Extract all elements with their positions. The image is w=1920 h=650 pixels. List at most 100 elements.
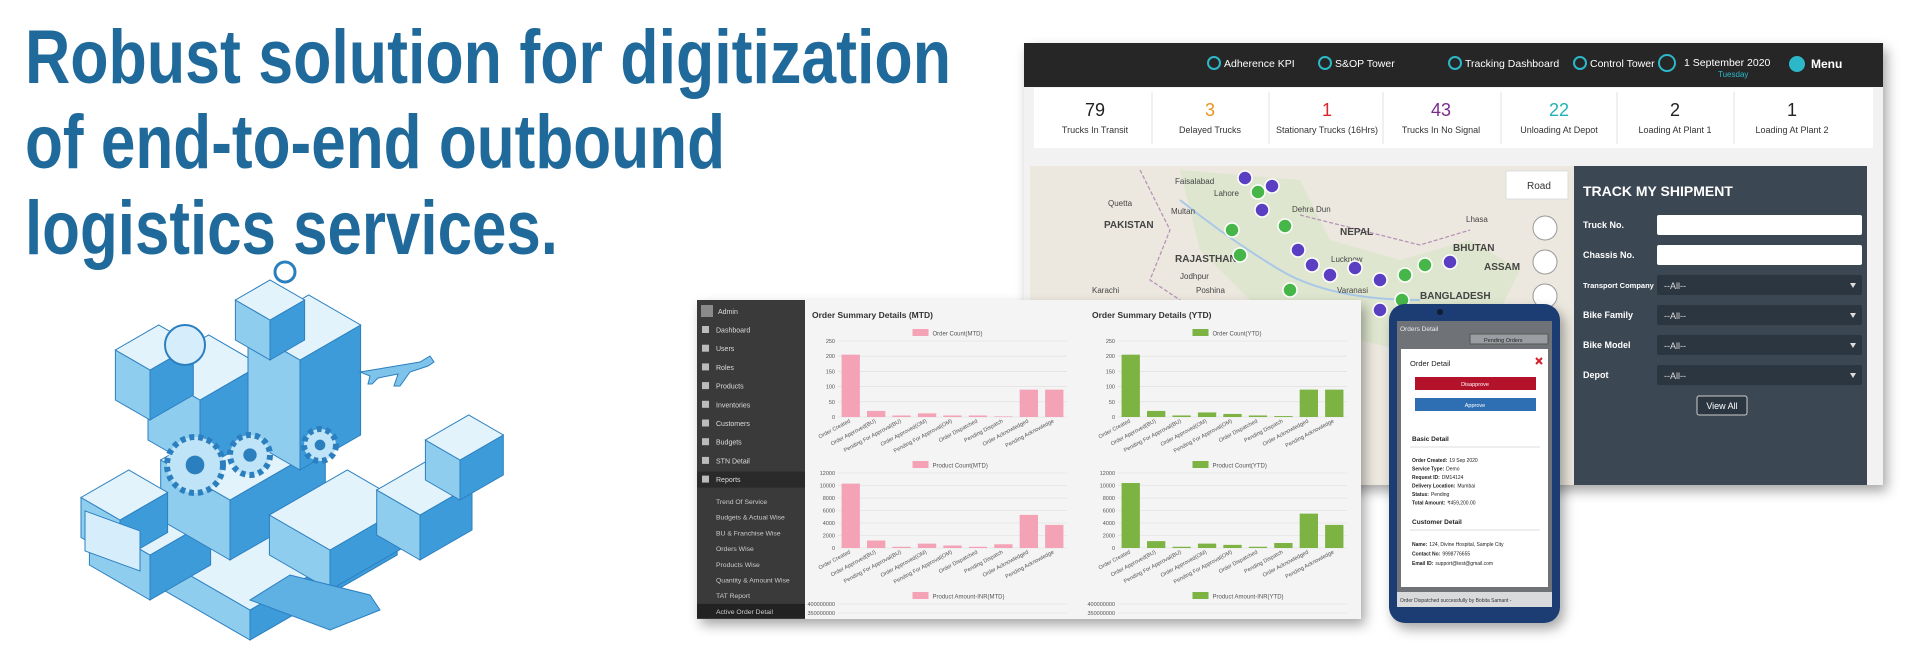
bar — [1274, 416, 1293, 417]
map-marker[interactable] — [1224, 222, 1240, 238]
bar — [1197, 543, 1217, 548]
track-input[interactable] — [1657, 245, 1862, 265]
bar — [1121, 483, 1140, 548]
menu-item[interactable]: Customers — [716, 421, 750, 428]
menu-item[interactable]: Inventories — [716, 402, 751, 409]
kpi-label: Delayed Trucks — [1179, 125, 1242, 135]
legend-swatch — [912, 461, 929, 468]
phone-filter[interactable] — [1469, 333, 1549, 345]
y-tick-label: 8000 — [1103, 496, 1115, 502]
road-button[interactable] — [1505, 170, 1569, 200]
menu-item[interactable]: Users — [716, 346, 735, 353]
map-marker[interactable] — [1250, 184, 1266, 200]
map-marker[interactable] — [1322, 267, 1338, 283]
map-marker[interactable] — [1282, 282, 1298, 298]
y-tick-label: 200 — [1106, 354, 1115, 360]
track-select[interactable] — [1657, 275, 1862, 295]
view-all-button[interactable] — [1696, 395, 1748, 416]
detail-value: Pending — [1431, 492, 1450, 498]
nav-menu[interactable]: Menu — [1811, 57, 1842, 71]
ship — [248, 574, 381, 631]
gear-hub — [314, 439, 326, 451]
submenu-item[interactable]: Orders Wise — [716, 546, 754, 553]
submenu-item[interactable]: Products Wise — [716, 562, 760, 569]
select-caret — [1850, 343, 1856, 348]
map-marker[interactable] — [1372, 272, 1388, 288]
submenu-item[interactable]: TAT Report — [716, 593, 750, 600]
airplane — [358, 355, 435, 387]
phone-mockup: Orders Detail Pending Orders Order Detail D… — [1389, 304, 1560, 623]
bar — [968, 415, 988, 417]
submenu-item[interactable]: Trend Of Service — [716, 499, 767, 506]
menu-item[interactable]: STN Detail — [716, 458, 750, 465]
approve-button[interactable] — [1415, 398, 1536, 411]
map-marker[interactable] — [1254, 202, 1270, 218]
bar — [1325, 389, 1344, 417]
map-label: Lucknow — [1331, 255, 1363, 264]
map-marker[interactable] — [1237, 170, 1253, 186]
track-select[interactable] — [1657, 335, 1862, 355]
detail-value: Mumbai — [1457, 484, 1475, 490]
bar — [1223, 544, 1242, 548]
legend-swatch — [912, 592, 929, 599]
menu-item[interactable]: Dashboard — [716, 328, 750, 335]
y-tick-label: 250 — [826, 339, 835, 345]
detail-row: Request ID: DM14124 — [1412, 475, 1464, 481]
phone-footer-text: Order Dispatched successfully by Bobita … — [1400, 598, 1512, 604]
bar — [1019, 389, 1038, 417]
bar — [1019, 514, 1038, 548]
menu-item[interactable]: Budgets — [716, 440, 742, 447]
track-select[interactable] — [1657, 365, 1862, 385]
map-control[interactable] — [1532, 249, 1558, 275]
y-tick-label: 50 — [1109, 400, 1115, 406]
pin — [273, 260, 297, 284]
admin-screenshot: Admin Dashboard Users Roles Products Inventor… — [697, 300, 1361, 619]
track-field-label: Chassis No. — [1583, 250, 1635, 260]
map-label: Jodhpur — [1180, 272, 1209, 281]
map-marker[interactable] — [1304, 257, 1320, 273]
detail-value: Demo — [1446, 467, 1460, 473]
iso-face-top — [234, 279, 306, 321]
menu-item[interactable]: Products — [716, 384, 744, 391]
nav-item[interactable]: S&OP Tower — [1335, 58, 1395, 70]
nav-item[interactable]: Control Tower — [1590, 58, 1655, 70]
map-marker[interactable] — [1347, 260, 1363, 276]
nav-item[interactable]: Tracking Dashboard — [1465, 58, 1559, 70]
detail-row: Total Amount: ₹459,200.00 — [1412, 501, 1476, 507]
iso-face-top — [424, 414, 505, 461]
kpi-value: 1 — [1322, 100, 1332, 120]
map-marker[interactable] — [1264, 178, 1280, 194]
nav-item[interactable]: Adherence KPI — [1224, 58, 1295, 70]
map-control[interactable] — [1532, 215, 1558, 241]
submenu-item[interactable]: Budgets & Actual Wise — [716, 515, 785, 522]
submenu-item[interactable]: Quantity & Amount Wise — [716, 578, 790, 585]
approve-label: Approve — [1465, 403, 1486, 409]
track-select-value: --All-- — [1664, 341, 1686, 351]
track-title: TRACK MY SHIPMENT — [1583, 183, 1733, 199]
track-select[interactable] — [1657, 305, 1862, 325]
bar — [943, 545, 962, 548]
submenu-item[interactable]: BU & Franchise Wise — [716, 530, 781, 537]
modal-close[interactable] — [1535, 357, 1543, 365]
track-input[interactable] — [1657, 215, 1862, 235]
submenu-active — [697, 603, 805, 618]
map-marker[interactable] — [1372, 302, 1388, 318]
map-marker[interactable] — [1397, 267, 1413, 283]
menu-item[interactable]: Roles — [716, 365, 734, 372]
map-marker[interactable] — [1290, 242, 1306, 258]
submenu-item[interactable]: Active Order Detail — [716, 609, 774, 616]
section-title: Customer Detail — [1412, 519, 1462, 526]
map-marker[interactable] — [1442, 254, 1458, 270]
map-marker[interactable] — [1232, 247, 1248, 263]
disapprove-button[interactable] — [1415, 377, 1536, 390]
detail-value: DM14124 — [1442, 475, 1464, 481]
detail-row: Contact No: 9998776655 — [1412, 552, 1470, 558]
menu-item[interactable]: Reports — [716, 477, 741, 484]
bar — [1299, 389, 1318, 417]
y-tick-label: 12000 — [1100, 471, 1115, 477]
menu-active — [697, 471, 805, 488]
map-marker[interactable] — [1277, 218, 1293, 234]
map-marker[interactable] — [1417, 257, 1433, 273]
kpi-label: Stationary Trucks (16Hrs) — [1276, 125, 1378, 135]
kpi-value: 2 — [1670, 100, 1680, 120]
